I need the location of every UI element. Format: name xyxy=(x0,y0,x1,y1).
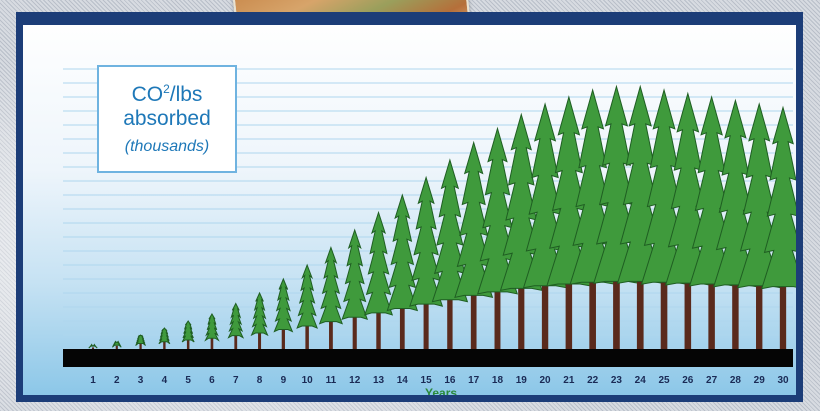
tree-trunk xyxy=(447,263,453,349)
tree-bar-year-2 xyxy=(111,340,122,348)
x-tick-label: 19 xyxy=(516,375,528,386)
tree-bar-year-10 xyxy=(296,263,319,329)
x-tick-label: 2 xyxy=(114,375,120,386)
x-axis-band xyxy=(63,349,793,367)
tree-trunk xyxy=(660,232,668,349)
x-tick-label: 28 xyxy=(730,375,742,386)
tree-trunk xyxy=(779,240,787,349)
tree-bar-year-30 xyxy=(761,105,796,290)
tree-bar-year-8 xyxy=(250,291,269,337)
x-tick-label: 15 xyxy=(421,375,433,386)
x-tick-label: 29 xyxy=(754,375,766,386)
tree-trunk xyxy=(518,243,525,349)
tree-trunk xyxy=(352,295,357,349)
tree-trunk xyxy=(91,347,95,349)
tree-trunk xyxy=(281,317,285,349)
legend-box: CO2/lbs absorbed (thousands) xyxy=(97,65,237,173)
tree-bar-year-4 xyxy=(158,327,171,345)
tree-trunk xyxy=(613,230,620,349)
tree-trunk xyxy=(186,336,190,349)
tree-trunk xyxy=(541,238,549,349)
x-tick-label: 9 xyxy=(281,375,287,386)
tree-trunk xyxy=(423,271,429,349)
tree-bar-year-6 xyxy=(204,313,220,342)
x-tick-label: 22 xyxy=(587,375,599,386)
tree-trunk xyxy=(163,339,166,349)
x-tick-label: 20 xyxy=(540,375,552,386)
tree-bar-year-9 xyxy=(273,277,294,333)
tree-trunk xyxy=(494,249,501,349)
tree-bar-year-14 xyxy=(386,193,419,312)
tree-trunk xyxy=(115,345,118,349)
tree-trunk xyxy=(684,234,692,349)
tree-bar-year-5 xyxy=(181,320,195,343)
x-tick-label: 24 xyxy=(635,375,647,386)
x-tick-label: 30 xyxy=(777,375,789,386)
chart-frame: 1 2 3 4 5 6 7 8 9 10 11 12 13 14 15 16 17 18 19 20 21 22 23 24 2… xyxy=(16,12,803,402)
tree-bar-chart: 1 2 3 4 5 6 7 8 9 10 11 12 13 14 15 16 17 18 19 20 21 22 23 24 2… xyxy=(63,68,796,386)
x-tick-label: 16 xyxy=(444,375,456,386)
x-tick-label: 18 xyxy=(492,375,504,386)
tree-trunk xyxy=(210,333,214,349)
legend-absorbed-label: absorbed xyxy=(123,107,211,130)
tree-bar-year-1 xyxy=(88,343,98,349)
x-tick-label: 6 xyxy=(209,375,215,386)
x-tick-label: 26 xyxy=(682,375,694,386)
tree-bar-year-12 xyxy=(341,228,369,321)
tree-bar-year-11 xyxy=(318,246,344,325)
x-axis-label: Years xyxy=(425,386,458,400)
x-tick-label: 7 xyxy=(233,375,239,386)
tree-trunk xyxy=(376,287,381,349)
tree-bar-year-3 xyxy=(135,334,146,346)
tree-trunk xyxy=(305,311,309,349)
x-tick-label: 21 xyxy=(563,375,575,386)
x-tick-label: 25 xyxy=(658,375,670,386)
x-tick-label: 10 xyxy=(302,375,314,386)
frame-top-band xyxy=(23,19,796,25)
legend-co2-label: CO2/lbs xyxy=(131,82,203,106)
x-tick-label: 23 xyxy=(611,375,623,386)
tree-trunk xyxy=(329,303,333,349)
x-tick-label: 13 xyxy=(373,375,385,386)
x-tick-label: 5 xyxy=(185,375,191,386)
x-tick-label: 14 xyxy=(397,375,409,386)
x-tick-label: 17 xyxy=(468,375,480,386)
tree-bar-year-13 xyxy=(363,210,394,316)
tree-trunk xyxy=(732,237,739,349)
tree-trunk xyxy=(258,323,262,349)
legend-units-label: (thousands) xyxy=(124,138,210,155)
tree-trunk xyxy=(399,279,405,349)
tree-trunk xyxy=(636,230,644,349)
x-tick-label: 4 xyxy=(162,375,168,386)
tree-trunk xyxy=(139,342,142,349)
x-tick-label: 11 xyxy=(326,375,337,386)
x-tick-label: 1 xyxy=(90,375,96,386)
x-tick-label: 3 xyxy=(138,375,144,386)
tree-trunk xyxy=(470,256,477,349)
tree-trunk xyxy=(708,235,715,349)
tree-trunk xyxy=(565,235,573,349)
x-tick-label: 12 xyxy=(349,375,361,386)
tree-bar-year-7 xyxy=(227,302,245,339)
tree-trunk xyxy=(589,232,596,349)
tree-trunk xyxy=(756,238,763,349)
x-tick-label: 8 xyxy=(257,375,263,386)
tree-trunk xyxy=(234,328,238,349)
x-tick-label: 27 xyxy=(706,375,718,386)
